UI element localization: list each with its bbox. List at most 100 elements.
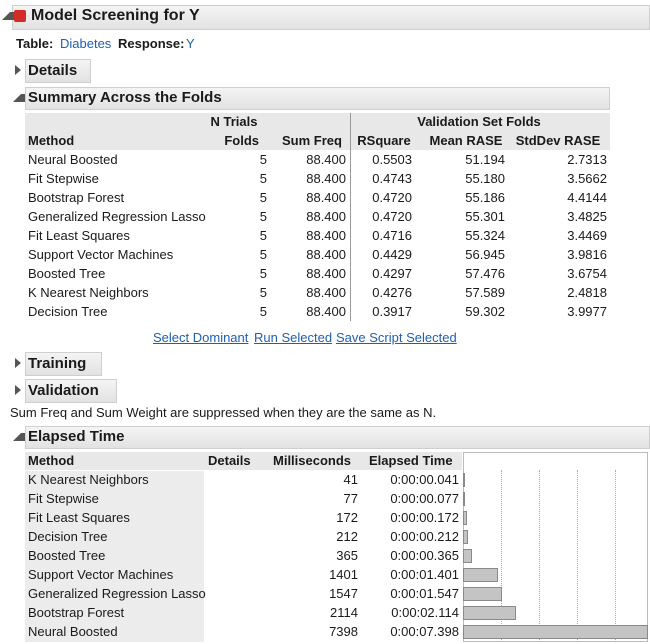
title-bar bbox=[12, 5, 650, 30]
bar bbox=[463, 625, 648, 639]
bar bbox=[463, 473, 465, 487]
section-header[interactable] bbox=[25, 352, 102, 376]
table-cell: Fit Least Squares bbox=[28, 228, 130, 243]
disclosure[interactable] bbox=[2, 12, 18, 20]
column-header[interactable]: Folds bbox=[224, 133, 259, 148]
table-cell: Support Vector Machines bbox=[28, 567, 174, 582]
table-cell: 0:00:01.401 bbox=[390, 567, 459, 582]
table-header bbox=[25, 452, 462, 470]
table-cell: K Nearest Neighbors bbox=[28, 285, 149, 300]
table-cell: 5 bbox=[259, 285, 267, 300]
table-cell: Bootstrap Forest bbox=[28, 190, 125, 205]
table-cell: 88.400 bbox=[306, 247, 346, 262]
table-cell: 365 bbox=[336, 548, 358, 563]
column-header[interactable]: Method bbox=[28, 453, 75, 468]
disclosure[interactable] bbox=[15, 385, 21, 395]
table-cell: Neural Boosted bbox=[28, 152, 118, 167]
table-cell: 3.5662 bbox=[567, 171, 607, 186]
table-cell: Generalized Regression Lasso bbox=[28, 209, 206, 224]
section-header[interactable] bbox=[25, 379, 117, 403]
table-cell: 0:00:02.114 bbox=[391, 605, 459, 620]
table-cell: Decision Tree bbox=[28, 304, 108, 319]
table-cell: 0:00:00.365 bbox=[390, 548, 459, 563]
column-header[interactable]: Mean RASE bbox=[429, 133, 503, 148]
disclosure[interactable] bbox=[13, 94, 29, 102]
column-header[interactable]: Method bbox=[28, 133, 75, 148]
link[interactable]: Run Selected bbox=[254, 330, 333, 345]
disclosure[interactable] bbox=[15, 65, 21, 75]
bar bbox=[463, 587, 502, 601]
table-cell: 0.4743 bbox=[372, 171, 412, 186]
link[interactable]: Select Dominant bbox=[153, 330, 249, 345]
column-header[interactable]: Sum Freq bbox=[282, 133, 342, 148]
table-cell: 4.4144 bbox=[567, 190, 607, 205]
bar bbox=[463, 568, 499, 582]
table-cell: 3.9977 bbox=[567, 304, 607, 319]
table-cell: 3.9816 bbox=[567, 247, 607, 262]
table-cell: K Nearest Neighbors bbox=[28, 472, 149, 487]
table-cell: Fit Stepwise bbox=[28, 171, 99, 186]
table-value[interactable]: Diabetes bbox=[60, 36, 112, 51]
disclosure[interactable] bbox=[13, 433, 29, 441]
table-cell: 0.3917 bbox=[372, 304, 412, 319]
table-cell: 5 bbox=[259, 304, 267, 319]
bar bbox=[463, 606, 516, 620]
red-menu[interactable] bbox=[14, 10, 26, 22]
section-header[interactable] bbox=[25, 87, 610, 110]
table-cell: 7398 bbox=[329, 624, 358, 639]
column-header[interactable]: Milliseconds bbox=[273, 453, 352, 468]
table-cell: 0:00:00.172 bbox=[390, 510, 459, 525]
bar bbox=[463, 530, 469, 544]
table-cell: 212 bbox=[336, 529, 358, 544]
table-cell: 88.400 bbox=[306, 266, 346, 281]
link[interactable]: Save Script Selected bbox=[336, 330, 457, 345]
table-cell: 57.476 bbox=[465, 266, 505, 281]
section-title: Summary Across the Folds bbox=[28, 89, 222, 106]
table-cell: 0:00:07.398 bbox=[390, 624, 459, 639]
table-cell: 88.400 bbox=[306, 190, 346, 205]
table-cell: 77 bbox=[343, 491, 358, 506]
group-header: Validation Set Folds bbox=[417, 114, 541, 129]
table-cell: 5 bbox=[259, 152, 267, 167]
method-column bbox=[25, 471, 204, 642]
table-cell: 3.4825 bbox=[567, 209, 607, 224]
table-cell: 2.7313 bbox=[567, 152, 607, 167]
table-cell: 5 bbox=[259, 247, 267, 262]
table-cell: 172 bbox=[336, 510, 358, 525]
section-title: Details bbox=[28, 62, 78, 79]
table-cell: Neural Boosted bbox=[28, 624, 118, 639]
disclosure[interactable] bbox=[15, 358, 21, 368]
table-cell: 57.589 bbox=[465, 285, 505, 300]
table-header bbox=[25, 113, 610, 150]
table-cell: 59.302 bbox=[465, 304, 505, 319]
column-header[interactable]: Details bbox=[208, 453, 251, 468]
column-divider bbox=[350, 113, 351, 321]
table-cell: 55.324 bbox=[465, 228, 505, 243]
table-cell: 5 bbox=[259, 209, 267, 224]
report-title: Model Screening for Y bbox=[31, 7, 200, 24]
table-cell: 0:00:00.041 bbox=[390, 472, 459, 487]
table-cell: 5 bbox=[259, 228, 267, 243]
column-header[interactable]: StdDev RASE bbox=[515, 133, 601, 148]
table-cell: 55.180 bbox=[465, 171, 505, 186]
table-cell: 2.4818 bbox=[567, 285, 607, 300]
section-header[interactable] bbox=[25, 59, 91, 83]
table-cell: 0.4297 bbox=[372, 266, 412, 281]
column-header[interactable]: RSquare bbox=[357, 133, 411, 148]
response-value[interactable]: Y bbox=[186, 36, 195, 51]
section-title: Validation bbox=[28, 382, 99, 399]
table-cell: 1547 bbox=[329, 586, 358, 601]
table-cell: 5 bbox=[259, 171, 267, 186]
table-cell: 0:00:00.077 bbox=[390, 491, 459, 506]
table-cell: 5 bbox=[259, 190, 267, 205]
table-cell: 88.400 bbox=[306, 304, 346, 319]
column-header[interactable]: Elapsed Time bbox=[369, 453, 453, 468]
section-title: Training bbox=[28, 355, 87, 372]
table-cell: 41 bbox=[343, 472, 358, 487]
table-cell: Generalized Regression Lasso bbox=[28, 586, 206, 601]
group-header: N Trials bbox=[210, 114, 258, 129]
table-cell: Boosted Tree bbox=[28, 548, 106, 563]
table-cell: 0:00:01.547 bbox=[390, 586, 459, 601]
response-label: Response: bbox=[118, 36, 185, 51]
